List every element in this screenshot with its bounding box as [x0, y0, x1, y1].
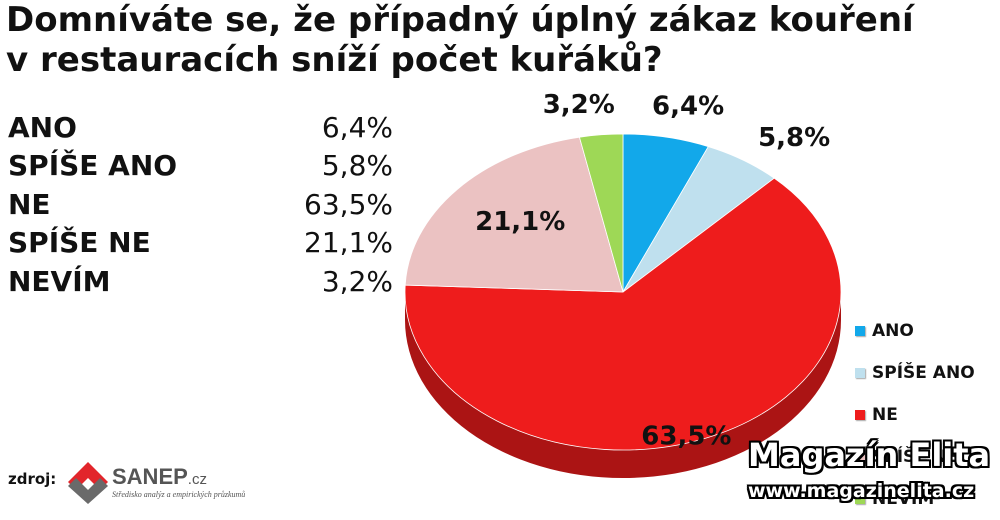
chart-title: Domníváte se, že případný úplný zákaz ko… [6, 0, 996, 80]
pie-slices [404, 133, 842, 451]
pie-data-labels: 6,4% 5,8% 63,5% 21,1% 3,2% [475, 90, 830, 451]
pie-data-label-0: 6,4% [652, 92, 724, 122]
pie-data-label-2: 63,5% [641, 421, 731, 451]
legend-item-nevim: NEVÍM [855, 478, 975, 520]
chart-legend: ANO SPÍŠE ANO NE SPÍŠE NE NEVÍM [855, 310, 975, 520]
pie-slice-3 [404, 136, 624, 293]
table-row-label: NEVÍM [8, 264, 111, 298]
source-label: zdroj: [8, 470, 57, 488]
chart-title-line-1: Domníváte se, že případný úplný zákaz ko… [6, 0, 914, 40]
legend-swatch [855, 326, 865, 336]
chart-title-line-2: v restauracích sníží počet kuřáků? [6, 40, 663, 80]
table-row-ano: ANO 6,4% [8, 108, 393, 147]
table-row-value: 6,4% [321, 110, 393, 144]
table-row-value: 3,2% [321, 264, 393, 298]
table-row-nevim: NEVÍM 3,2% [8, 262, 393, 301]
results-table: ANO 6,4% SPÍŠE ANO 5,8% NE 63,5% SPÍŠE N… [8, 108, 393, 301]
table-row-label: ANO [8, 110, 77, 144]
pie-data-label-4: 3,2% [543, 90, 615, 120]
legend-item-ano: ANO [855, 310, 975, 352]
table-row-value: 21,1% [304, 226, 393, 260]
legend-label: SPÍŠE NE [872, 447, 959, 467]
table-row-label: SPÍŠE NE [8, 226, 151, 260]
legend-swatch [855, 452, 865, 462]
pie-slice-4 [578, 133, 624, 293]
legend-item-ne: NE [855, 394, 975, 436]
sanep-logo-wordmark: SANEP [112, 464, 188, 489]
legend-label: ANO [872, 321, 914, 341]
table-row-spise-ano: SPÍŠE ANO 5,8% [8, 147, 393, 186]
legend-item-spise-ne: SPÍŠE NE [855, 436, 975, 478]
pie-data-label-3: 21,1% [475, 207, 565, 237]
sanep-logo-name: SANEP.cz [112, 464, 207, 490]
legend-item-spise-ano: SPÍŠE ANO [855, 352, 975, 394]
legend-label: NEVÍM [872, 489, 935, 509]
table-row-label: SPÍŠE ANO [8, 149, 178, 183]
legend-swatch [855, 368, 865, 378]
watermark-url: www.magazinelita.cz [748, 480, 975, 502]
sanep-logo-subtitle: Středisko analýz a empirických průzkumů [112, 490, 246, 499]
sanep-logo-tld: .cz [187, 471, 207, 488]
watermark-title: Magazín Elita [748, 436, 991, 474]
sanep-logo-icon [68, 462, 108, 504]
legend-swatch [855, 410, 865, 420]
table-row-spise-ne: SPÍŠE NE 21,1% [8, 224, 393, 263]
table-row-label: NE [8, 187, 51, 221]
table-row-value: 5,8% [321, 149, 393, 183]
table-row-value: 63,5% [304, 187, 393, 221]
pie-slice-2 [404, 177, 842, 451]
pie-side-2 [405, 292, 841, 478]
legend-swatch [855, 494, 865, 504]
pie-data-label-1: 5,8% [758, 123, 830, 153]
sanep-logo: SANEP.cz Středisko analýz a empirických … [66, 460, 266, 508]
pie-sides [405, 292, 841, 478]
legend-label: NE [872, 405, 898, 425]
legend-label: SPÍŠE ANO [872, 363, 975, 383]
table-row-ne: NE 63,5% [8, 185, 393, 224]
